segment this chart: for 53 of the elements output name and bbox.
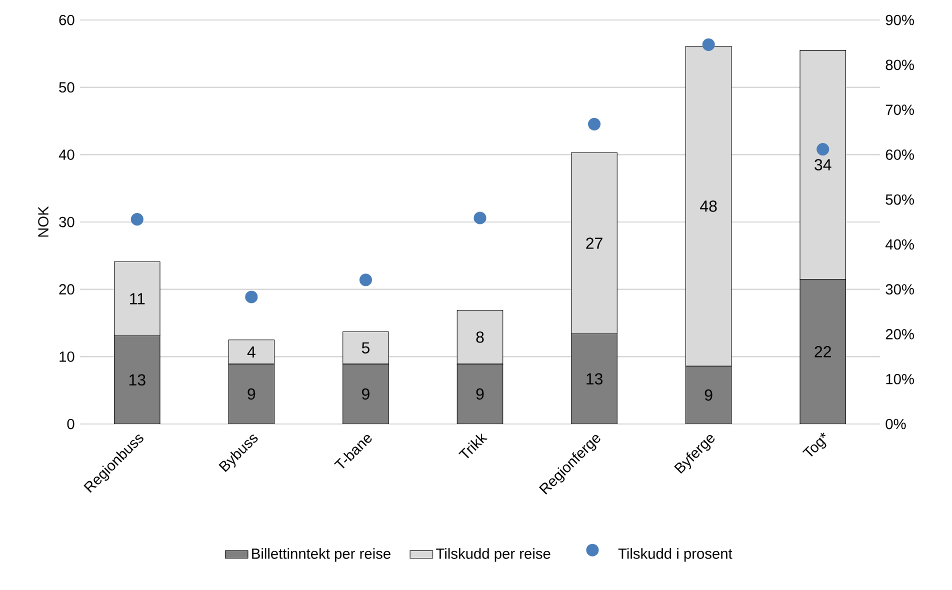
bar [342,331,389,364]
data-label: 11 [130,293,145,304]
y2-tick-label: 10% [886,374,914,384]
y2-tick-label: 30% [886,284,914,295]
bar [228,364,275,424]
y-tick-label: 30 [59,216,74,228]
bar [114,336,160,424]
data-label: 9 [476,388,484,400]
y-tick-label: 60 [59,14,74,26]
y2-tick-label: 90% [886,14,914,26]
data-label: 27 [586,238,602,249]
bar [800,278,846,424]
point [245,290,258,304]
y-tick-label: 0 [67,418,74,430]
x-tick-label: Tog* [802,432,826,457]
y-tick-label: 50 [59,82,74,93]
bar [456,310,504,364]
y-tick-label: 20 [59,284,74,295]
bar [342,364,389,424]
y-tick-label: 10 [60,351,74,362]
bar [456,364,504,424]
point [816,143,830,156]
y-axis-title: NOK [38,206,48,237]
data-label: 8 [476,331,484,343]
y2-tick-label: 0% [886,418,906,430]
data-label: 4 [247,346,256,358]
y2-tick-label: 60% [886,150,914,160]
y2-tick-label: 20% [886,329,914,340]
data-label: 9 [704,389,712,401]
legend-label: Tilskudd i prosent [618,548,732,562]
bar [571,334,618,424]
point [359,274,372,286]
legend-label: Billettinntekt per reise [252,548,390,562]
data-label: 5 [362,342,370,354]
y2-tick-label: 40% [885,239,914,250]
bar [685,366,732,424]
data-label: 9 [248,388,256,400]
data-label: 48 [700,200,717,212]
legend-label: Tilskudd per reise [436,548,550,562]
y-tick-label: 40 [58,149,74,160]
y2-tick-label: 80% [886,60,914,70]
data-label: 13 [586,373,602,385]
point [130,213,144,226]
y2-tick-label: 70% [886,104,914,115]
data-label: 34 [814,159,832,170]
data-label: 22 [814,346,831,358]
data-label: 9 [362,388,370,400]
point [474,212,486,224]
bar [228,340,275,364]
point [588,118,601,130]
y2-tick-label: 50% [886,194,914,205]
point [702,38,715,51]
data-label: 13 [129,374,146,386]
